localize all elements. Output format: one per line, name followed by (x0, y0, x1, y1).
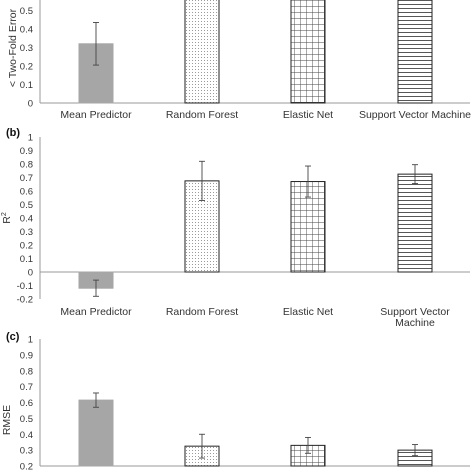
y-tick-label: -0.2 (17, 295, 33, 306)
y-tick-label: 0.5 (20, 414, 33, 425)
panel-c: (c) RMSE 0.2 0.3 0.4 0.5 0.6 0.7 0.8 0.9 1 (1, 331, 470, 473)
y-tick-label: 0.5 (20, 6, 33, 17)
category-label: Elastic Net (283, 306, 333, 318)
panel-a-plot: 0 0.1 0.2 0.3 0.4 0.5 Mean Predictor Random For… (20, 0, 471, 121)
category-label: Support Vector (380, 306, 450, 318)
y-tick-label: 0.8 (20, 366, 33, 377)
y-tick-label: 0.3 (20, 227, 33, 238)
bar-elastic-net (290, 0, 326, 104)
y-tick-label: 0.2 (20, 462, 33, 473)
panel-b-plot: -0.2 -0.1 0 0.1 0.2 0.3 0.4 0.5 0.6 0.7 0.8 0.9 1 Mea… (17, 133, 470, 329)
y-tick-label: -0.1 (17, 281, 33, 292)
bar-elastic-net (290, 181, 326, 273)
panel-c-letter: (c) (6, 331, 20, 343)
bar-mean-predictor (78, 399, 114, 467)
y-tick-label: 0 (28, 268, 33, 279)
y-tick-label: 0.4 (20, 214, 33, 225)
panel-b-letter: (b) (6, 127, 20, 139)
category-label: Machine (395, 317, 435, 329)
bar-random-forest (184, 0, 220, 104)
y-tick-label: 0.4 (20, 25, 33, 36)
category-label: Elastic Net (283, 109, 333, 121)
y-tick-label: 0.2 (20, 62, 33, 73)
panel-a: < Two-Fold Error 0 0.1 0.2 0.3 0.4 0.5 Mean Pr… (7, 0, 471, 121)
y-tick-label: 0.6 (20, 187, 33, 198)
y-tick-label: 0.4 (20, 430, 33, 441)
bar-support-vector-machine (397, 0, 433, 104)
panel-b-y-axis-label: R2 (1, 212, 13, 224)
category-label: Mean Predictor (60, 109, 132, 121)
y-tick-label: 0 (28, 99, 33, 110)
panel-b: (b) R2 -0.2 -0.1 0 0.1 0.2 0.3 0.4 0.5 0.6 0.7 0.8… (1, 127, 470, 329)
y-tick-label: 0.2 (20, 241, 33, 252)
panel-c-plot: 0.2 0.3 0.4 0.5 0.6 0.7 0.8 0.9 1 (20, 335, 470, 473)
y-tick-label: 0.9 (20, 350, 33, 361)
y-tick-label: 0.1 (20, 80, 33, 91)
y-tick-label: 1 (28, 133, 33, 144)
bar-random-forest (184, 180, 220, 273)
y-tick-label: 0.9 (20, 146, 33, 157)
y-tick-label: 0.8 (20, 160, 33, 171)
category-label: Random Forest (166, 306, 238, 318)
category-label: Support Vector Machine (359, 109, 471, 121)
y-tick-label: 0.7 (20, 382, 33, 393)
panel-c-y-axis-label: RMSE (1, 405, 13, 435)
panel-a-y-axis-label: < Two-Fold Error (7, 8, 19, 87)
y-tick-label: 1 (28, 335, 33, 346)
bar-support-vector-machine (397, 173, 433, 273)
y-tick-label: 0.3 (20, 43, 33, 54)
y-tick-label: 0.6 (20, 398, 33, 409)
category-label: Mean Predictor (60, 306, 132, 318)
y-tick-label: 0.5 (20, 200, 33, 211)
y-tick-label: 0.3 (20, 446, 33, 457)
y-tick-label: 0.1 (20, 254, 33, 265)
y-tick-label: 0.7 (20, 173, 33, 184)
category-label: Random Forest (166, 109, 238, 121)
